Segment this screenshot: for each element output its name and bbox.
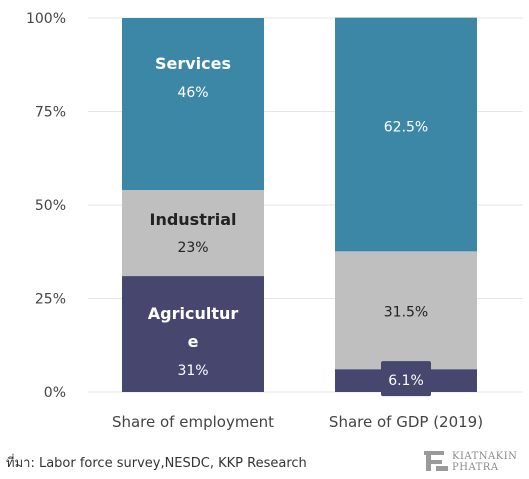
y-tick-label: 75%: [35, 105, 66, 121]
logo-text-line1: KIATNAKIN: [452, 451, 518, 462]
data-label-box: [381, 361, 431, 397]
brand-logo: KIATNAKIN PHATRA: [422, 448, 527, 476]
data-label: 6.1%: [388, 373, 424, 389]
series-name-label: Services: [155, 54, 231, 73]
series-name-label: e: [188, 332, 199, 351]
source-note: ที่มา: Labor force survey,NESDC, KKP Res…: [6, 456, 307, 471]
bar-segment: [335, 251, 477, 370]
data-label: 31.5%: [384, 304, 428, 320]
y-tick-label: 100%: [26, 11, 66, 27]
data-label: 62.5%: [384, 120, 428, 136]
stacked-bar-chart: 0% 25% 50% 75% 100% Share of employment Share …: [26, 11, 523, 431]
bar-segment: [122, 190, 264, 277]
bar-segment: [122, 18, 264, 191]
kiatnakin-phatra-logo-icon: [424, 451, 448, 471]
y-tick-label: 50%: [35, 198, 66, 214]
bar-segment: [122, 276, 264, 392]
x-tick-label: Share of GDP (2019): [329, 413, 483, 431]
x-tick-label: Share of employment: [112, 413, 274, 431]
series-name-label: Industrial: [149, 210, 236, 229]
bar-segment: [335, 17, 477, 252]
y-tick-label: 25%: [35, 292, 66, 308]
logo-text-line2: PHATRA: [452, 462, 499, 473]
data-label: 46%: [177, 85, 208, 101]
data-label: 31%: [177, 363, 208, 379]
data-label: 23%: [177, 240, 208, 256]
series-name-label: Agricultur: [148, 304, 239, 323]
y-tick-label: 0%: [44, 385, 66, 401]
